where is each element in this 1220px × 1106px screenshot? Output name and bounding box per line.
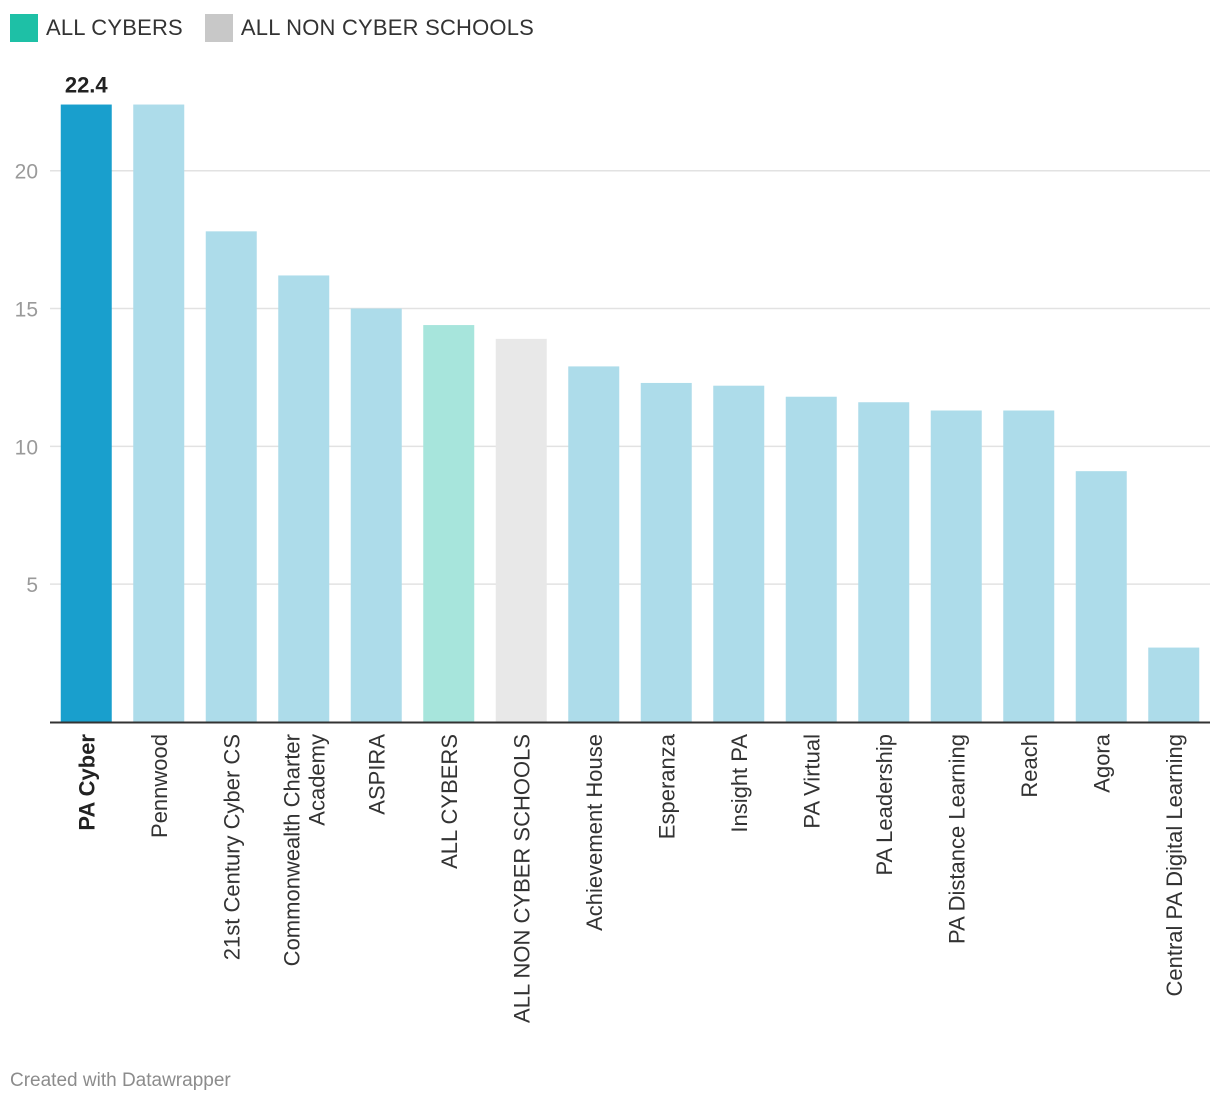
- bar-pa-virtual: [785, 396, 837, 722]
- x-tick-label-pa-distance-learning: PA Distance Learning: [944, 734, 969, 944]
- legend-swatch-all-non-cyber-schools: [204, 14, 233, 42]
- bar-pennwood: [133, 104, 185, 723]
- x-tick-label-pa-leadership: PA Leadership: [872, 734, 897, 875]
- y-tick-label-5: 5: [26, 574, 38, 597]
- legend: ALL CYBERS ALL NON CYBER SCHOOLS: [10, 14, 556, 42]
- x-tick-label-pennwood: Pennwood: [147, 734, 172, 838]
- value-label-0: 22.4: [65, 73, 109, 98]
- bar-esperanza: [640, 382, 692, 722]
- x-tick-label-insight-pa: Insight PA: [727, 734, 752, 833]
- bar-21st-century-cyber-cs: [205, 231, 257, 723]
- legend-label-all-non-cyber-schools: ALL NON CYBER SCHOOLS: [240, 15, 535, 40]
- bar-agora: [1075, 471, 1127, 722]
- x-tick-label-reach: Reach: [1017, 734, 1042, 798]
- bar-aspira: [350, 308, 402, 722]
- x-tick-label-all-cybers: ALL CYBERS: [437, 734, 462, 869]
- bar-all-cybers: [423, 325, 475, 722]
- x-tick-label-pa-cyber: PA Cyber: [74, 734, 99, 831]
- x-tick-label-central-pa-digital-learning: Central PA Digital Learning: [1162, 734, 1187, 997]
- x-tick-label-pa-virtual: PA Virtual: [799, 734, 824, 829]
- x-tick-label-commonwealth-charter-academy-line-1: Commonwealth Charter: [279, 734, 304, 966]
- x-tick-label-achievement-house: Achievement House: [582, 734, 607, 931]
- bar-pa-cyber: [60, 104, 112, 723]
- bar-reach: [1003, 410, 1055, 722]
- legend-label-all-cybers: ALL CYBERS: [46, 15, 183, 40]
- bar-all-non-cyber-schools: [495, 338, 547, 722]
- y-tick-label-15: 15: [15, 299, 38, 322]
- legend-swatch-all-cybers: [10, 14, 38, 42]
- bar-commonwealth-charter-academy: [278, 275, 330, 722]
- bar-chart: 5 10 15 20 22.4 PA Cyber Pennwood 21st Century …: [15, 73, 1210, 1023]
- y-tick-label-20: 20: [15, 161, 38, 184]
- bar-central-pa-digital-learning: [1148, 647, 1200, 722]
- x-tick-label-commonwealth-charter-academy-line-2: Academy: [304, 734, 329, 826]
- x-tick-label-esperanza: Esperanza: [654, 733, 679, 839]
- x-tick-label-all-non-cyber-schools: ALL NON CYBER SCHOOLS: [509, 734, 534, 1023]
- bar-pa-distance-learning: [930, 410, 982, 722]
- bar-insight-pa: [713, 385, 765, 722]
- bar-pa-leadership: [858, 402, 910, 722]
- footer-credit: Created with Datawrapper: [10, 1070, 231, 1091]
- x-tick-label-aspira: ASPIRA: [364, 734, 389, 815]
- bar-achievement-house: [568, 366, 620, 722]
- x-tick-label-agora: Agora: [1089, 733, 1114, 792]
- x-tick-label-21st-century-cyber-cs: 21st Century Cyber CS: [219, 734, 244, 960]
- legend-item-all-cybers: ALL CYBERS: [10, 14, 183, 42]
- legend-item-all-non-cyber-schools: ALL NON CYBER SCHOOLS: [204, 14, 535, 42]
- y-tick-label-10: 10: [15, 436, 38, 459]
